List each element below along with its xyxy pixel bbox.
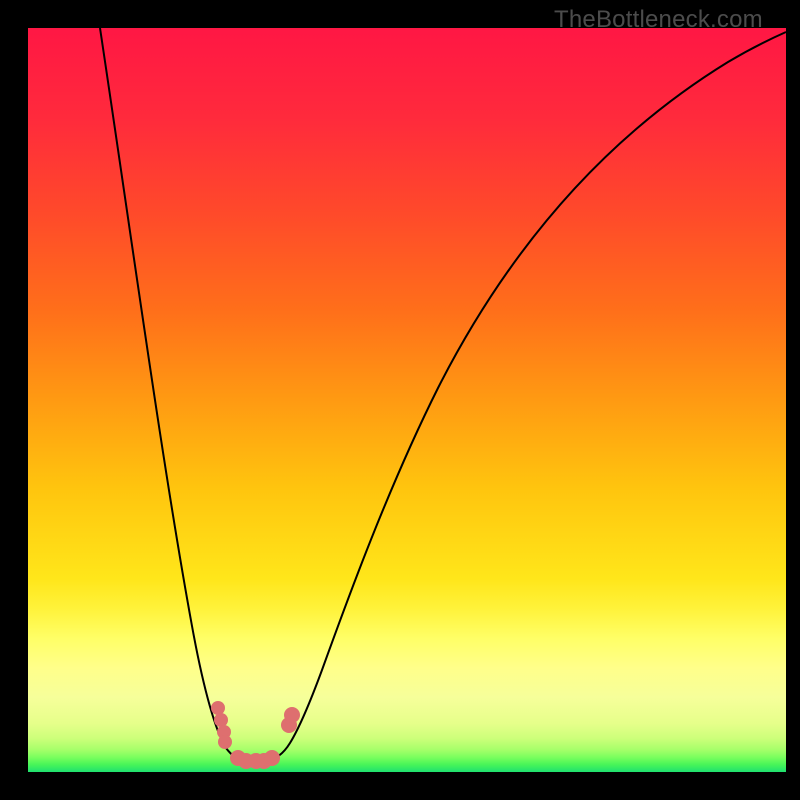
marker-dot [284,707,300,723]
marker-dot [264,750,280,766]
curve-canvas [28,28,786,772]
bottleneck-curve [100,28,786,760]
marker-dot [214,713,228,727]
watermark-text: TheBottleneck.com [554,6,763,34]
plot-area [28,28,786,772]
marker-dot [218,735,232,749]
marker-group [211,701,300,769]
marker-dot [211,701,225,715]
